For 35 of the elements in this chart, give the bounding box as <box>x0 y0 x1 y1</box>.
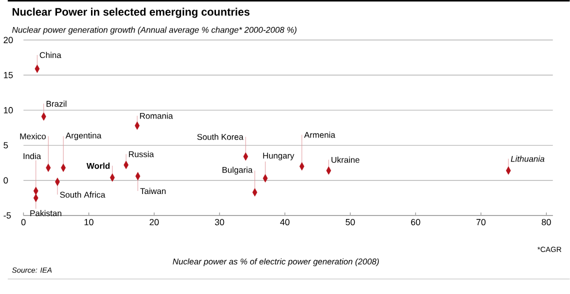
annotation: Armenia <box>304 132 336 138</box>
x-tick-label: 40 <box>280 219 290 226</box>
annotation: China <box>40 52 62 58</box>
annotation: Romania <box>140 112 173 119</box>
annotation: Bulgaria <box>222 166 253 175</box>
x-tick-label: 0 <box>21 219 26 226</box>
annotation: South Africa <box>60 192 106 198</box>
annotation: World <box>86 162 110 169</box>
y-tick-label: 20 <box>4 36 13 44</box>
y-tick-label: -5 <box>4 212 11 219</box>
annotation: Argentina <box>66 132 102 140</box>
x-axis-title: Nuclear power as % of electric power generation (2008) <box>172 258 379 266</box>
chart-subtitle: Nuclear power generation growth (Annual average % change* 2000-2008 %) <box>12 26 296 35</box>
annotation: Mexico <box>20 133 46 140</box>
annotation: Lithuania <box>510 156 544 162</box>
annotation: Russia <box>128 151 154 158</box>
y-tick-label: 5 <box>4 142 8 149</box>
annotation: Hungary <box>263 152 294 160</box>
x-tick-label: 10 <box>84 219 94 226</box>
y-tick-label: 10 <box>4 107 13 114</box>
x-tick-label: 50 <box>346 219 355 226</box>
x-tick-label: 70 <box>476 219 486 226</box>
x-tick-label: 20 <box>150 219 159 226</box>
annotation: India <box>24 153 42 160</box>
chart-title: Nuclear Power in selected emerging countries <box>12 8 250 18</box>
annotation: Ukraine <box>332 156 360 163</box>
annotation: South Korea <box>197 134 244 140</box>
y-tick-label: 15 <box>4 72 13 78</box>
annotation: Brazil <box>46 100 66 107</box>
y-tick-label: 0 <box>4 177 8 184</box>
annotation: Pakistan <box>30 210 62 216</box>
x-tick-label: 80 <box>542 219 551 226</box>
annotation: Taiwan <box>140 188 166 194</box>
x-tick-label: 30 <box>214 219 224 226</box>
x-tick-label: 60 <box>411 219 420 226</box>
